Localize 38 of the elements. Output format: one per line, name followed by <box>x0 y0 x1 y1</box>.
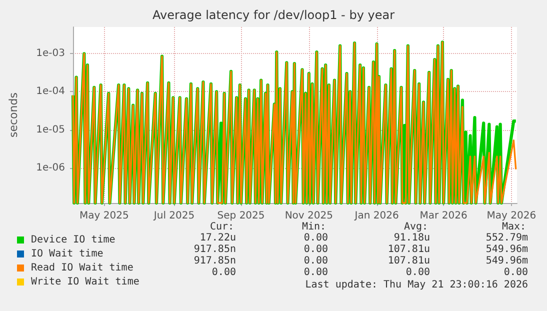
legend-label: IO Wait time <box>31 248 104 260</box>
text: 107.81u <box>388 244 430 255</box>
x-tick-label: Jul 2025 <box>152 210 195 222</box>
text: 91.18u <box>394 232 430 244</box>
text: 107.81u <box>388 256 430 266</box>
legend-label: Write IO Wait time <box>31 276 140 288</box>
legend-label: Read IO Wait time <box>31 262 134 274</box>
x-tick-label: Sep 2025 <box>217 210 265 222</box>
y-tick-label: 1e-06 <box>36 162 65 174</box>
text: 0.00 <box>304 267 328 278</box>
text: Avg: <box>404 222 428 232</box>
text: Max: <box>502 222 526 232</box>
text: 0.00 <box>504 267 528 278</box>
text: Last update: Thu May 21 23:00:16 2026 <box>305 280 528 290</box>
x-tick-label: May 2026 <box>486 210 536 222</box>
y-tick-label: 1e-04 <box>36 86 65 98</box>
chart-title: Average latency for /dev/loop1 - by year <box>152 8 395 22</box>
x-tick-label: Jan 2026 <box>354 210 399 222</box>
text: 549.96m <box>486 244 528 255</box>
x-tick-label: Nov 2025 <box>284 210 333 222</box>
text: Min: <box>302 222 326 232</box>
x-tick-label: May 2025 <box>80 210 129 222</box>
legend-label: Device IO time <box>31 234 116 246</box>
x-tick-label: Mar 2026 <box>420 210 468 222</box>
text: 0.00 <box>304 244 328 255</box>
y-axis-title: seconds <box>7 92 20 138</box>
y-tick-label: 1e-03 <box>36 48 65 60</box>
text: 917.85n <box>194 256 236 266</box>
text: 0.00 <box>212 267 236 278</box>
text: 917.85n <box>194 244 236 255</box>
text: 17.22u <box>200 232 236 244</box>
text: 549.96m <box>486 256 528 266</box>
text: 552.79m <box>486 232 528 244</box>
text: 0.00 <box>304 256 328 266</box>
y-tick-label: 1e-05 <box>36 124 65 136</box>
text: 0.00 <box>304 232 328 244</box>
text: Cur: <box>210 222 234 232</box>
text: 0.00 <box>406 267 430 278</box>
